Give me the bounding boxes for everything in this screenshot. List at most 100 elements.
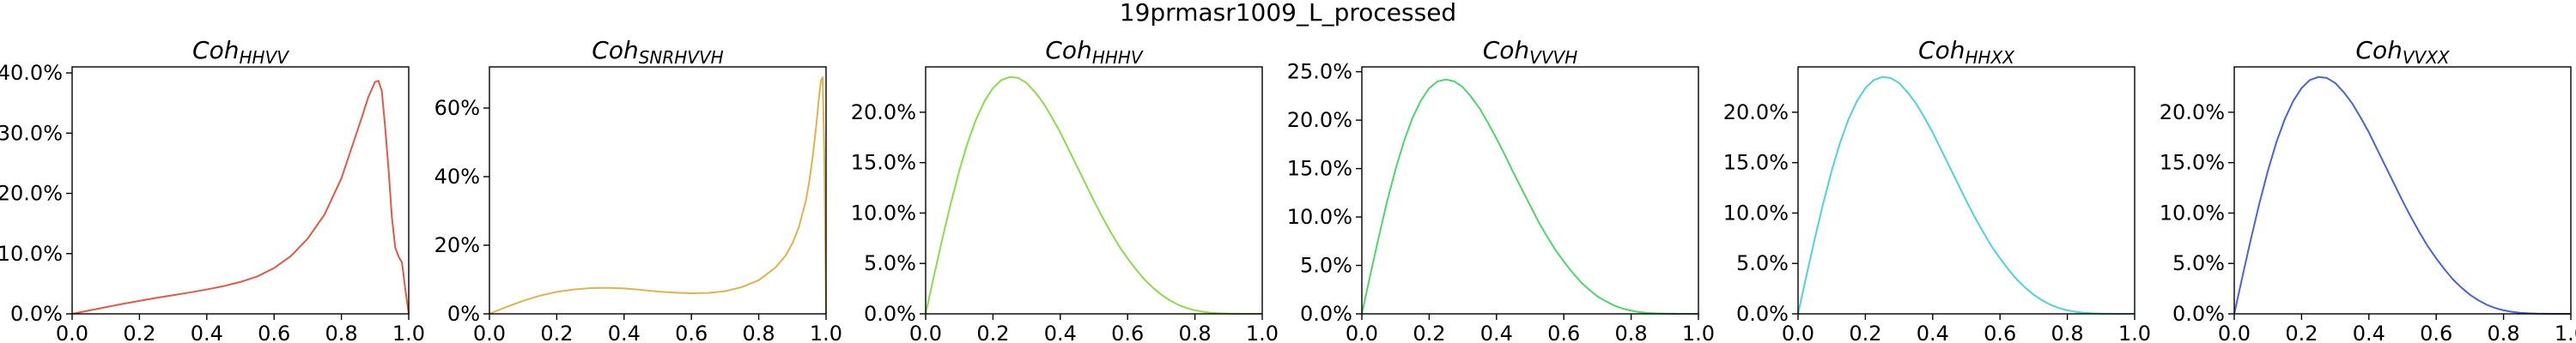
x-tick-label: 0.4 [1917, 322, 1949, 343]
x-tick-label: 0.0 [1346, 322, 1378, 343]
x-tick-label: 0.0 [473, 322, 506, 343]
x-tick-label: 0.8 [1179, 322, 1212, 343]
x-tick-label: 0.0 [1782, 322, 1814, 343]
x-tick-label: 0.2 [976, 322, 1009, 343]
y-tick-label: 5.0% [864, 251, 916, 275]
y-tick-label: 15.0% [2160, 151, 2225, 175]
subplot-6: CohVVXX 0.0 0.2 0.4 0.6 0.8 1.0 0.0% 5.0% 10.0% 15… [2160, 36, 2576, 343]
series-line [71, 80, 410, 315]
axes-frame [1361, 66, 1699, 315]
y-tick-label: 10.0% [0, 242, 63, 266]
x-tick-label: 0.4 [191, 322, 223, 343]
x-tick-label: 0.2 [123, 322, 155, 343]
x-tick-label: 0.8 [2488, 322, 2520, 343]
axes-frame [489, 66, 827, 315]
x-tick-label: 1.0 [2118, 322, 2151, 343]
subplot-title: CohHHHV [1045, 36, 1144, 68]
x-tick-label: 0.8 [1615, 322, 1648, 343]
subplot-title-subscript: HHXX [1965, 47, 2015, 68]
subplot-3: CohHHHV 0.0 0.2 0.4 0.6 0.8 1.0 0.0% 5.0% 10.0% 15… [851, 36, 1279, 343]
y-tick-label: 0.0% [2172, 302, 2225, 326]
x-tick-label: 0.2 [1849, 322, 1881, 343]
figure-title: 19prmasr1009_L_processed [1120, 0, 1456, 27]
y-tick-label: 20.0% [0, 182, 63, 206]
subplot-title: CohSNRHVVH [592, 36, 723, 68]
subplot-4: CohVVVH 0.0 0.2 0.4 0.6 0.8 1.0 0.0% 5.0% 10.0% 15… [1287, 36, 1715, 343]
y-tick-label: 20.0% [1287, 108, 1352, 132]
x-tick-label: 0.4 [1044, 322, 1077, 343]
subplot-title-main: Coh [1045, 36, 1091, 64]
y-tick-label: 30.0% [0, 121, 63, 145]
y-tick-label: 60% [434, 96, 480, 120]
subplot-title-subscript: VVVH [1529, 47, 1577, 68]
series-line [489, 76, 827, 315]
y-tick-label: 0.0% [1300, 302, 1352, 326]
y-tick-label: 10.0% [1287, 205, 1352, 229]
axes-frame [925, 66, 1263, 315]
y-tick-label: 15.0% [1723, 151, 1789, 175]
y-tick-label: 0.0% [10, 302, 63, 326]
y-tick-label: 20% [434, 233, 480, 257]
subplot-title-main: Coh [1483, 36, 1529, 64]
subplot-title: CohHHVV [192, 36, 289, 68]
y-tick-label: 5.0% [1736, 251, 1789, 275]
x-tick-label: 0.6 [675, 322, 708, 343]
subplot-title: CohHHXX [1918, 36, 2015, 68]
y-tick-label: 5.0% [2172, 251, 2225, 275]
x-tick-label: 0.6 [258, 322, 290, 343]
y-tick-label: 25.0% [1287, 60, 1352, 84]
y-tick-label: 40.0% [0, 61, 63, 85]
subplot-title-main: Coh [1918, 36, 1965, 64]
x-tick-label: 0.2 [540, 322, 573, 343]
y-tick-label: 5.0% [1300, 254, 1352, 278]
x-tick-label: 0.0 [56, 322, 88, 343]
series-line [1797, 75, 2135, 315]
subplot-title-subscript: HHVV [239, 47, 289, 68]
subplot-title: CohVVXX [2355, 36, 2451, 68]
axes-frame [1797, 66, 2136, 315]
y-tick-label: 0.0% [1736, 302, 1789, 326]
y-tick-label: 20.0% [1723, 100, 1789, 124]
x-tick-label: 0.8 [743, 322, 775, 343]
subplot-title-main: Coh [592, 36, 638, 64]
subplot-title-subscript: SNRHVVH [639, 47, 724, 68]
x-tick-label: 0.6 [1984, 322, 2016, 343]
y-tick-label: 15.0% [851, 151, 916, 175]
x-tick-label: 0.2 [2285, 322, 2318, 343]
subplot-title-subscript: HHHV [1092, 47, 1144, 68]
y-tick-label: 40% [434, 165, 480, 189]
y-tick-label: 10.0% [851, 201, 916, 225]
subplot-title: CohVVVH [1483, 36, 1578, 68]
y-tick-label: 0% [447, 302, 480, 326]
x-tick-label: 1.0 [1682, 322, 1715, 343]
x-tick-label: 0.8 [325, 322, 358, 343]
x-tick-label: 1.0 [1246, 322, 1279, 343]
x-tick-label: 1.0 [392, 322, 425, 343]
x-tick-label: 0.0 [909, 322, 942, 343]
x-tick-label: 0.6 [1547, 322, 1580, 343]
x-tick-label: 0.2 [1413, 322, 1445, 343]
x-tick-label: 0.4 [1480, 322, 1513, 343]
series-line [1361, 78, 1698, 315]
subplot-title-subscript: VVXX [2403, 47, 2451, 68]
y-tick-label: 10.0% [2160, 201, 2225, 225]
axes-frame [71, 66, 410, 315]
x-tick-label: 0.8 [2051, 322, 2084, 343]
y-tick-label: 15.0% [1287, 157, 1352, 181]
y-tick-label: 0.0% [864, 302, 916, 326]
subplot-1: CohHHVV 0.0 0.2 0.4 0.6 0.8 1.0 0.0% 10.0% 20.0% 3… [0, 36, 425, 343]
y-tick-label: 10.0% [1723, 201, 1789, 225]
subplot-2: CohSNRHVVH 0.0 0.2 0.4 0.6 0.8 1.0 0% 20% 40% 60% [434, 36, 842, 343]
x-tick-label: 0.6 [2420, 322, 2452, 343]
x-tick-label: 0.4 [608, 322, 641, 343]
x-tick-label: 0.0 [2218, 322, 2251, 343]
x-tick-label: 0.6 [1111, 322, 1144, 343]
subplot-title-main: Coh [2355, 36, 2402, 64]
series-line [925, 75, 1262, 315]
y-tick-label: 20.0% [851, 100, 916, 124]
x-tick-label: 1.0 [810, 322, 842, 343]
y-tick-label: 20.0% [2160, 100, 2225, 124]
axes-frame [2233, 66, 2572, 315]
